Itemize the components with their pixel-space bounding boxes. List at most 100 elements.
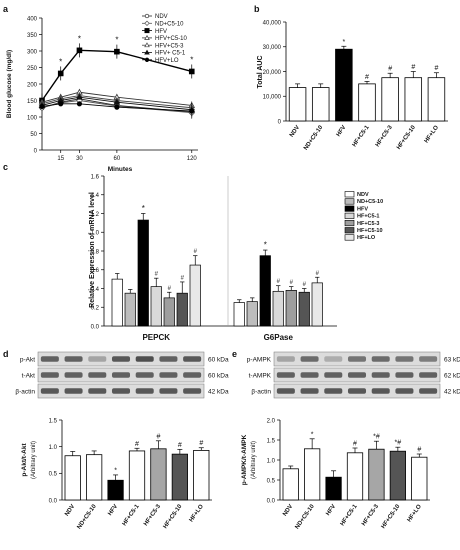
significance-mark: *# xyxy=(395,440,402,447)
bar xyxy=(64,455,81,501)
significance-mark: # xyxy=(303,282,307,288)
y-tick-label: 0.0 xyxy=(91,324,100,330)
blot-band xyxy=(300,356,319,362)
bar xyxy=(163,297,175,327)
bar xyxy=(86,454,103,501)
legend-label: HFV+ C5-1 xyxy=(155,51,186,57)
blot-band xyxy=(183,388,202,394)
blot-band xyxy=(159,388,178,394)
significance-mark: * xyxy=(114,467,117,474)
x-tick-label: 120 xyxy=(187,156,198,162)
y-axis-label-unit: (Arbitrary unit) xyxy=(31,441,37,479)
blot-band xyxy=(419,372,438,378)
bar xyxy=(193,449,210,501)
panel-letter: b xyxy=(254,4,260,14)
significance-mark: # xyxy=(434,65,438,72)
y-tick-label: 0.0 xyxy=(267,498,276,504)
y-axis-label: Total AUC xyxy=(257,55,264,88)
y-tick-label: 0.6 xyxy=(91,268,100,274)
legend-label: HFV+C5-10 xyxy=(155,36,188,42)
blot-band xyxy=(300,372,319,378)
y-tick-label: 1.4 xyxy=(91,193,100,199)
significance-mark: * xyxy=(264,241,267,250)
bar xyxy=(272,290,284,327)
bar xyxy=(285,290,297,327)
blot-band xyxy=(419,356,438,362)
blot-size-label: 60 kDa xyxy=(208,373,229,380)
blot-band xyxy=(135,372,154,378)
bar xyxy=(381,77,399,122)
blot-band xyxy=(135,388,154,394)
y-tick-label: 1.2 xyxy=(91,212,100,218)
blot-size-label: 63 kDa xyxy=(444,357,460,364)
blot-band xyxy=(276,372,295,378)
x-tick-label: HFV xyxy=(107,504,119,517)
panel-c: c 0.0 0.2 0.4 0.6 0.8 1.0 1.2 1.4 1.6 * # # # # PEPCK * #… xyxy=(3,162,383,342)
blot-size-label: 62 kDa xyxy=(444,373,460,380)
bar xyxy=(176,292,188,327)
blot-size-label: 42 kDa xyxy=(444,389,460,396)
y-tick-label: 100 xyxy=(27,115,38,121)
blot-band xyxy=(395,388,414,394)
data-point xyxy=(76,101,83,107)
bar xyxy=(137,219,149,327)
blot-row-label: t-Akt xyxy=(22,373,36,380)
blot-band xyxy=(159,372,178,378)
blot-band xyxy=(395,372,414,378)
legend-swatch xyxy=(344,212,355,219)
legend-swatch xyxy=(344,227,355,234)
x-tick-label: ND+C5-10 xyxy=(303,124,325,151)
bar xyxy=(259,255,271,327)
significance-star: * xyxy=(190,55,193,64)
legend-label: HF+C5-3 xyxy=(357,221,379,227)
blot-size-label: 60 kDa xyxy=(208,357,229,364)
y-tick-label: 400 xyxy=(27,16,38,22)
legend-label: HF+C5-10 xyxy=(357,228,383,234)
legend-label: HFV+C5-3 xyxy=(155,43,184,49)
y-tick-label: 1.5 xyxy=(267,438,276,444)
blot-band xyxy=(371,388,390,394)
blot-band xyxy=(347,372,367,378)
panel-letter: c xyxy=(3,162,8,172)
data-point xyxy=(76,93,83,100)
panel-d: d p-Akt 60 kDa t-Akt 60 kDa β-actin 42 kDa 0.0 0… xyxy=(3,349,229,531)
y-tick-label: 0.4 xyxy=(91,287,100,293)
x-tick-label: HF+C5-3 xyxy=(361,503,380,527)
legend-swatch xyxy=(344,220,355,227)
blot-band xyxy=(40,356,59,362)
legend-marker xyxy=(144,49,150,55)
legend-swatch xyxy=(344,234,355,241)
y-tick-label: 40,000 xyxy=(263,20,282,26)
significance-star: * xyxy=(59,57,62,66)
panel-letter: e xyxy=(232,349,237,359)
legend-marker xyxy=(144,20,150,26)
bar xyxy=(311,87,330,122)
blot-band xyxy=(324,356,343,362)
y-tick-label: 0 xyxy=(278,119,282,125)
x-tick-label: HFV xyxy=(325,504,337,517)
blot-size-label: 42 kDa xyxy=(208,389,229,396)
significance-mark: # xyxy=(365,74,369,81)
legend-label: HF+C5-1 xyxy=(357,214,379,220)
blot-band xyxy=(419,388,438,394)
bar xyxy=(427,77,446,122)
x-tick-label: ND+C5-10 xyxy=(295,503,317,530)
bar xyxy=(128,450,146,501)
significance-mark: # xyxy=(316,271,320,277)
blot-band xyxy=(64,356,83,362)
blot-band xyxy=(88,372,107,378)
bar xyxy=(325,476,342,501)
x-tick-label: 30 xyxy=(76,156,83,162)
bar xyxy=(171,453,188,501)
data-point xyxy=(114,104,120,110)
blot-band xyxy=(64,372,83,378)
legend-marker xyxy=(144,13,150,19)
blot-band xyxy=(347,356,367,362)
significance-mark: # xyxy=(388,66,392,73)
significance-mark: # xyxy=(178,442,182,449)
y-tick-label: 0 xyxy=(34,148,38,154)
y-tick-label: 1.5 xyxy=(49,418,58,424)
x-tick-label: HFV xyxy=(336,125,348,138)
blot-band xyxy=(183,372,202,378)
y-tick-label: 1.0 xyxy=(91,231,100,237)
